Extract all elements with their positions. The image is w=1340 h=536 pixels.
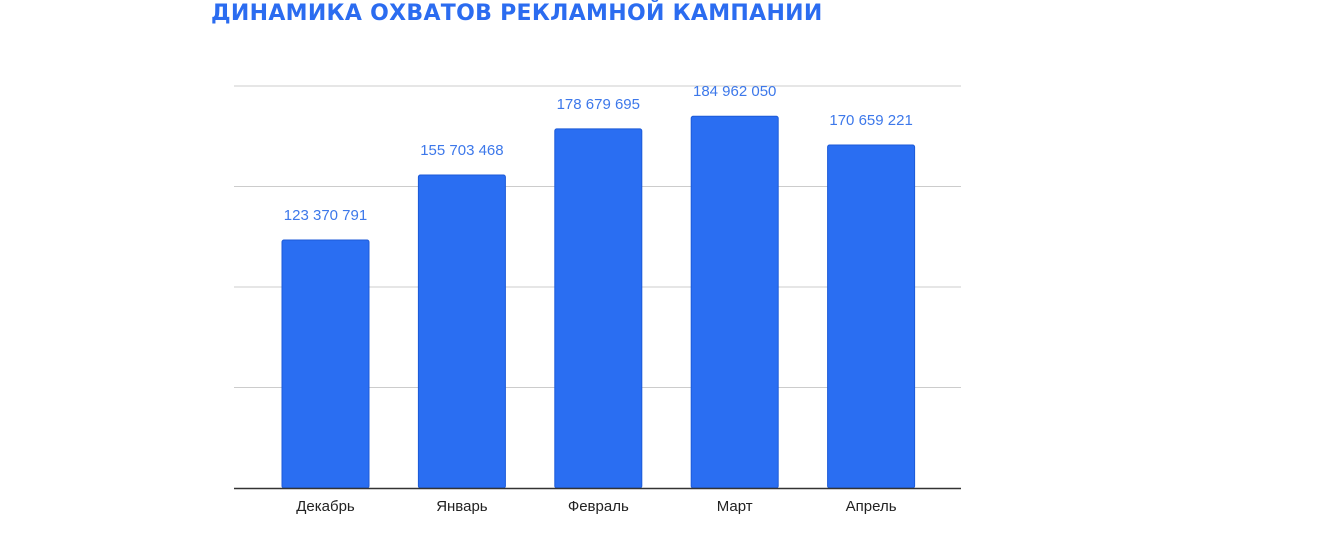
data-label-2: 178 679 695 — [557, 96, 640, 113]
bars — [281, 115, 916, 489]
x-tick-label-3: Март — [717, 498, 753, 515]
chart-title: ДИНАМИКА ОХВАТОВ РЕКЛАМНОЙ КАМПАНИИ — [211, 1, 823, 26]
x-tick-label-2: Февраль — [568, 498, 629, 515]
bar-2 — [554, 128, 643, 489]
data-label-0: 123 370 791 — [284, 207, 367, 224]
data-label-3: 184 962 050 — [693, 83, 776, 100]
data-labels: 123 370 791 155 703 468 178 679 695 184 962… — [284, 83, 913, 224]
x-tick-label-4: Апрель — [846, 498, 897, 515]
x-tick-label-0: Декабрь — [296, 498, 355, 515]
bar-0 — [281, 239, 370, 489]
bar-3 — [690, 115, 779, 489]
data-label-4: 170 659 221 — [829, 112, 912, 129]
bar-4 — [827, 144, 916, 489]
bar-1 — [417, 174, 506, 489]
x-tick-label-1: Январь — [436, 498, 488, 515]
x-axis-tick-labels: Декабрь Январь Февраль Март Апрель — [296, 498, 896, 515]
data-label-1: 155 703 468 — [420, 142, 503, 159]
